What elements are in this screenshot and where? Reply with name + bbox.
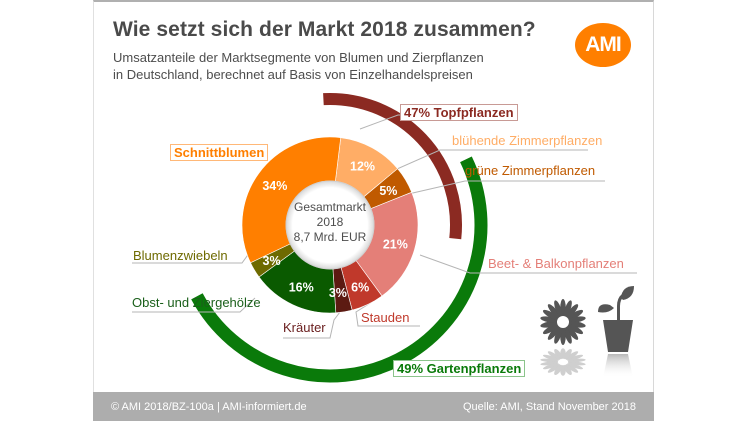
footer-source: Quelle: AMI, Stand November 2018 xyxy=(462,400,636,413)
flower-petal xyxy=(567,354,584,361)
flower-petal xyxy=(540,321,559,328)
chart-subtitle: Umsatzanteile der Marktsegmente von Blum… xyxy=(113,49,484,83)
segment-value-label: 34% xyxy=(262,179,287,193)
label-bluehende-zimmerpflanzen: blühende Zimmerpflanzen xyxy=(452,133,603,148)
flower-petal xyxy=(542,309,559,321)
flower-petal xyxy=(560,365,566,376)
flower-petal xyxy=(542,354,559,361)
label-obst-ziergehoelze: Obst- und Ziergehölze xyxy=(132,295,261,310)
flower-petal xyxy=(547,304,561,319)
flower-petal xyxy=(565,325,579,340)
chart-title: Wie setzt sich der Markt 2018 zusammen? xyxy=(113,18,536,41)
flower-petal xyxy=(563,300,572,318)
flower-icon xyxy=(540,299,586,345)
flower-petal xyxy=(554,326,563,344)
potted-plant-icon-reflection xyxy=(603,354,633,378)
flower-petal xyxy=(542,323,559,335)
flower-petal xyxy=(567,316,586,323)
segment-value-label: 21% xyxy=(383,238,408,252)
leader-line xyxy=(355,301,420,327)
segment-value-label: 3% xyxy=(263,254,281,268)
flower-petal xyxy=(567,309,584,321)
label-stauden: Stauden xyxy=(361,310,410,325)
leader-line xyxy=(132,297,256,313)
flower-petal xyxy=(554,364,563,376)
flower-petal xyxy=(563,326,572,344)
flower-petal xyxy=(567,323,584,335)
group-arc-topfpflanzen xyxy=(323,93,462,240)
flower-petal xyxy=(554,348,563,360)
flower-petal xyxy=(565,351,579,360)
subtitle-line-1: Umsatzanteile der Marktsegmente von Blum… xyxy=(113,50,484,65)
center-total-label: Gesamtmarkt 2018 8,7 Mrd. EUR xyxy=(280,200,380,245)
segment-value-label: 16% xyxy=(289,281,314,295)
flower-petal xyxy=(554,300,563,318)
donut-hole xyxy=(285,180,375,270)
flower-petal xyxy=(565,304,579,319)
segment-value-label: 3% xyxy=(329,286,347,300)
flower-petal xyxy=(547,325,561,340)
subtitle-line-2: in Deutschland, berechnet auf Basis von … xyxy=(113,67,473,82)
center-line-3: 8,7 Mrd. EUR xyxy=(293,230,367,244)
flower-petal xyxy=(567,358,586,363)
label-blumenzwiebeln: Blumenzwiebeln xyxy=(133,248,228,263)
flower-petal xyxy=(542,363,559,370)
label-schnittblumen: Schnittblumen xyxy=(170,144,269,161)
center-line-1: Gesamtmarkt xyxy=(293,200,366,214)
flower-petal xyxy=(565,364,579,373)
flower-petal xyxy=(563,348,572,360)
flower-petal xyxy=(560,348,566,359)
leader-line xyxy=(283,311,341,339)
flower-icon-reflection xyxy=(540,348,586,376)
flower-petal xyxy=(540,361,559,366)
center-line-2: 2018 xyxy=(316,215,344,229)
segment-value-label: 12% xyxy=(350,159,375,173)
flower-petal xyxy=(540,358,559,363)
label-gruene-zimmerpflanzen: grüne Zimmerpflanzen xyxy=(465,163,596,178)
flower-petal xyxy=(563,364,572,376)
footer-copyright: © AMI 2018/BZ-100a | AMI-informiert.de xyxy=(111,400,307,413)
group-label-gartenpflanzen: 49% Gartenpflanzen xyxy=(393,360,526,377)
label-beet-balkonpflanzen: Beet- & Balkonpflanzen xyxy=(488,256,624,271)
potted-plant-icon xyxy=(598,286,634,352)
leader-line xyxy=(403,180,605,196)
flower-petal xyxy=(547,364,561,373)
flower-petal xyxy=(567,363,584,370)
segment-value-label: 5% xyxy=(379,184,397,198)
group-arc-gartenpflanzen xyxy=(191,156,488,383)
flower-petal xyxy=(567,361,586,366)
leader-line xyxy=(419,254,637,274)
ami-logo: AMI xyxy=(575,23,631,67)
group-label-topfpflanzen: 47% Topfpflanzen xyxy=(400,104,518,121)
segment-value-label: 6% xyxy=(351,280,369,294)
flower-petal xyxy=(547,351,561,360)
leader-line xyxy=(359,114,400,130)
footer-bar: © AMI 2018/BZ-100a | AMI-informiert.de Q… xyxy=(93,392,654,421)
label-kraeuter: Kräuter xyxy=(283,320,326,335)
